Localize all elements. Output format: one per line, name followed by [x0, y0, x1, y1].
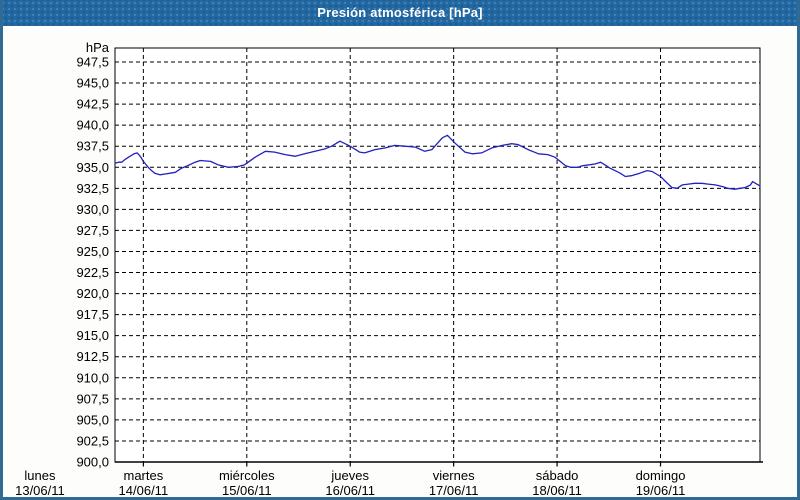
window-titlebar[interactable]: Presión atmosférica [hPa]	[3, 0, 797, 26]
y-tick-label: 945,0	[76, 76, 109, 91]
y-tick-label: 932,5	[76, 181, 109, 196]
gridlines	[115, 48, 760, 467]
y-tick-label: 905,0	[76, 412, 109, 427]
x-date-label: 13/06/11	[15, 483, 65, 497]
x-day-label: domingo	[636, 468, 686, 483]
plot-border	[114, 47, 761, 463]
y-tick-label: 907,5	[76, 391, 109, 406]
y-axis-unit-label: hPa	[86, 40, 110, 55]
pressure-chart: 947,5 945,0 942,5 940,0 937,5 935,0 932,5 930,0…	[15, 40, 763, 497]
axis-labels: 947,5 945,0 942,5 940,0 937,5 935,0 932,5 930,0…	[15, 55, 685, 497]
y-tick-label: 935,0	[76, 160, 109, 175]
pressure-line	[114, 134, 761, 190]
x-date-label: 15/06/11	[222, 483, 272, 497]
chart-area: 947,5 945,0 942,5 940,0 937,5 935,0 932,5 930,0…	[3, 26, 797, 497]
x-date-label: 16/06/11	[325, 483, 375, 497]
series-lines	[114, 134, 761, 190]
y-tick-label: 900,0	[76, 455, 109, 470]
y-tick-label: 915,0	[76, 328, 109, 343]
x-day-label: viernes	[433, 468, 475, 483]
y-tick-label: 925,0	[76, 244, 109, 259]
y-tick-label: 947,5	[76, 55, 109, 70]
y-tick-label: 917,5	[76, 307, 109, 322]
y-tick-label: 912,5	[76, 349, 109, 364]
y-tick-label: 940,0	[76, 118, 109, 133]
y-tick-label: 937,5	[76, 139, 109, 154]
x-date-label: 18/06/11	[532, 483, 582, 497]
x-day-label: jueves	[330, 468, 369, 483]
y-tick-label: 902,5	[76, 433, 109, 448]
window-title: Presión atmosférica [hPa]	[317, 5, 483, 20]
x-date-label: 14/06/11	[119, 483, 169, 497]
y-tick-label: 930,0	[76, 202, 109, 217]
y-tick-label: 922,5	[76, 265, 109, 280]
x-day-label: miércoles	[219, 468, 275, 483]
x-day-label: lunes	[24, 468, 56, 483]
y-tick-label: 927,5	[76, 223, 109, 238]
y-tick-label: 942,5	[76, 97, 109, 112]
x-day-label: martes	[123, 468, 163, 483]
y-tick-label: 910,0	[76, 370, 109, 385]
x-day-label: sábado	[536, 468, 579, 483]
x-date-label: 17/06/11	[429, 483, 479, 497]
x-date-label: 19/06/11	[636, 483, 686, 497]
y-tick-label: 920,0	[76, 286, 109, 301]
